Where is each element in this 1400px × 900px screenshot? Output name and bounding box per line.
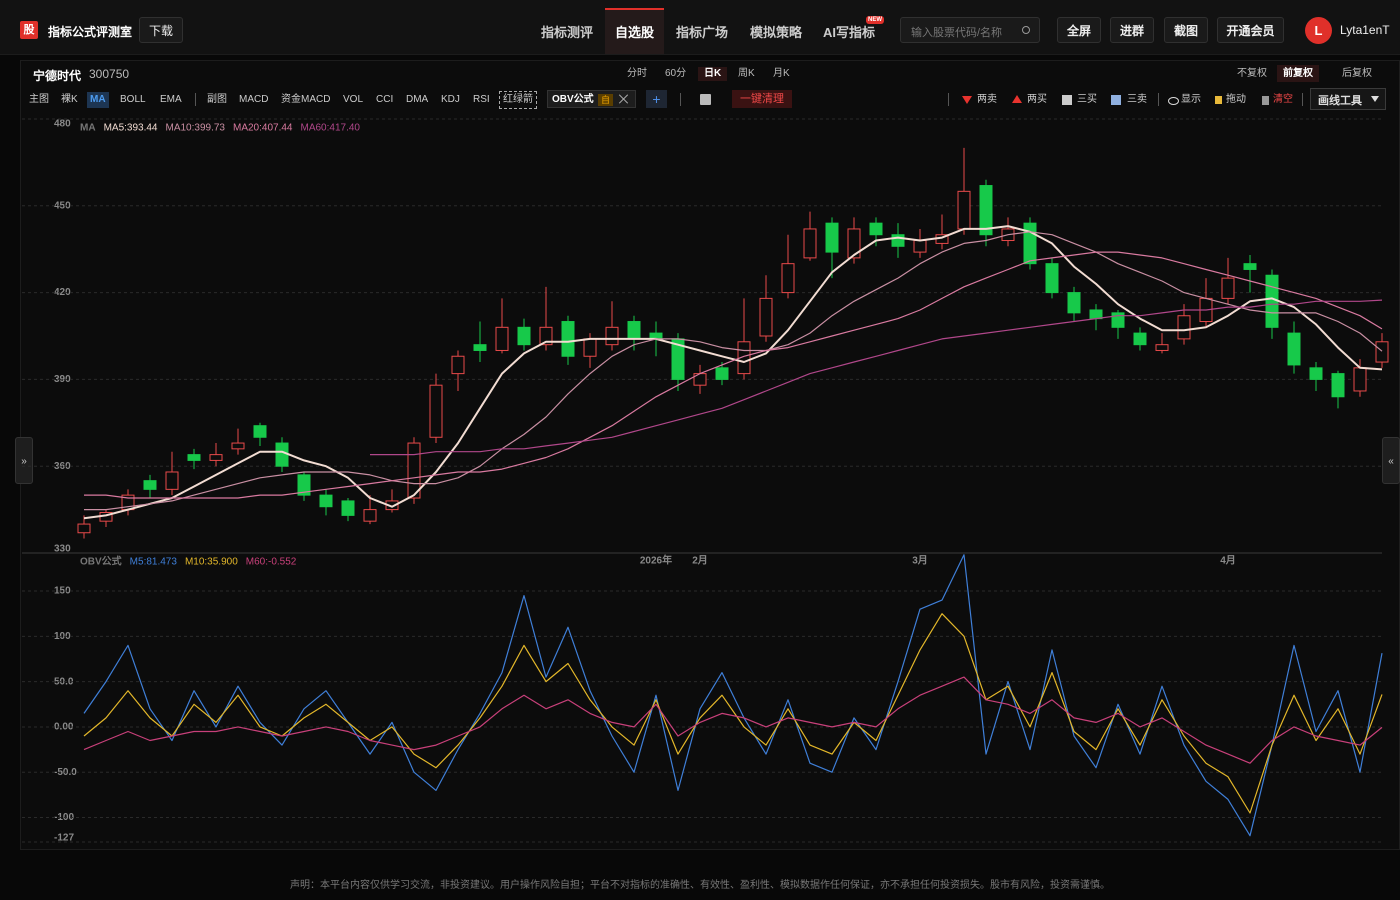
period-tab[interactable]: 周K (738, 68, 755, 79)
period-tab[interactable]: 月K (773, 68, 790, 79)
nav-item[interactable]: 自选股 (605, 8, 665, 54)
sub-indicator-tab[interactable]: CCI (376, 94, 394, 105)
formula-chip[interactable] (547, 90, 636, 108)
arrow-toggle[interactable]: 红绿箭 (499, 91, 537, 109)
side-toggle-left[interactable]: » (15, 437, 33, 484)
signal-toggle[interactable]: 两买 (1027, 94, 1047, 105)
divider (1302, 93, 1303, 106)
signal-toggle[interactable]: 三买 (1077, 94, 1097, 105)
nav-item[interactable]: 指标测评 (541, 25, 594, 40)
user-name[interactable]: Lyta1enT (1340, 23, 1390, 37)
disclaimer: 声明：本平台内容仅供学习交流，非投资建议。用户操作风险自担；平台不对指标的准确性… (290, 880, 1110, 891)
search-box[interactable]: 输入股票代码/名称 (900, 17, 1040, 43)
logo: 股 (20, 21, 38, 39)
stock-code: 300750 (89, 67, 130, 81)
adjust-tab[interactable]: 不复权 (1237, 68, 1267, 79)
buy3-icon (1062, 95, 1072, 105)
divider (1158, 93, 1159, 106)
nav-item[interactable]: AI写指标 (823, 25, 876, 40)
download-button[interactable]: 下载 (139, 17, 183, 43)
sub-indicator-tab[interactable]: 资金MACD (281, 94, 331, 105)
clear-all-button[interactable]: 一键清理 (732, 90, 792, 108)
search-placeholder: 输入股票代码/名称 (911, 27, 1003, 39)
header-button[interactable]: 截图 (1164, 17, 1208, 43)
period-tab[interactable]: 日K (698, 67, 728, 81)
header-button[interactable]: 开通会员 (1217, 17, 1284, 43)
formula-tag: 自 (598, 94, 614, 106)
divider (195, 93, 196, 106)
lock-icon (1215, 96, 1222, 104)
adjust-tab[interactable]: 后复权 (1342, 68, 1372, 79)
save-icon[interactable] (700, 94, 711, 105)
sub-indicator-tab[interactable]: VOL (343, 94, 364, 105)
sub-indicator-tab[interactable]: MACD (239, 94, 269, 105)
sub-indicator-tab[interactable]: RSI (473, 94, 490, 105)
header-button[interactable]: 全屏 (1057, 17, 1101, 43)
draw-tools-label: 画线工具 (1318, 95, 1362, 107)
chart-tool[interactable]: 显示 (1181, 94, 1201, 105)
adjust-tab[interactable]: 前复权 (1277, 65, 1319, 82)
main-indicator-tab[interactable]: BOLL (120, 94, 146, 105)
period-tab[interactable]: 分时 (627, 68, 647, 79)
sell3-icon (1111, 95, 1121, 105)
divider (948, 93, 949, 106)
new-badge: NEW (866, 16, 884, 24)
stock-name: 宁德时代 (33, 69, 82, 83)
period-tab[interactable]: 60分 (665, 68, 687, 79)
add-button[interactable]: + (646, 90, 667, 108)
signal-toggle[interactable]: 三卖 (1127, 94, 1147, 105)
signal-toggle[interactable]: 两卖 (977, 94, 997, 105)
main-indicator-tab[interactable]: 主图 (29, 94, 49, 105)
chart-panel (20, 60, 1400, 850)
sub-indicator-tab[interactable]: KDJ (441, 94, 460, 105)
header-button[interactable]: 进群 (1110, 17, 1154, 43)
close-icon[interactable] (618, 94, 629, 104)
eye-icon (1168, 97, 1179, 105)
nav-item[interactable]: 指标广场 (676, 25, 729, 40)
main-indicator-tab[interactable]: EMA (160, 94, 182, 105)
divider (680, 93, 681, 106)
side-toggle-right[interactable]: « (1382, 437, 1400, 484)
sub-indicator-tab[interactable]: 副图 (207, 94, 227, 105)
sub-indicator-tab[interactable]: DMA (406, 94, 429, 105)
search-icon (1022, 26, 1030, 34)
sell-icon (962, 96, 972, 104)
nav-item[interactable]: 模拟策略 (750, 25, 803, 40)
formula-name: OBV公式 (552, 94, 594, 105)
avatar[interactable]: L (1305, 17, 1332, 44)
app-title: 指标公式评测室 (48, 25, 133, 39)
buy-icon (1012, 95, 1022, 103)
trash-icon (1262, 96, 1269, 105)
main-indicator-tab[interactable]: MA (87, 92, 109, 108)
chart-tool[interactable]: 清空 (1273, 94, 1293, 105)
chart-tool[interactable]: 拖动 (1226, 94, 1246, 105)
dropdown-icon (1371, 96, 1379, 102)
main-indicator-tab[interactable]: 裸K (61, 94, 78, 105)
draw-tools-button[interactable]: 画线工具 (1310, 88, 1386, 110)
